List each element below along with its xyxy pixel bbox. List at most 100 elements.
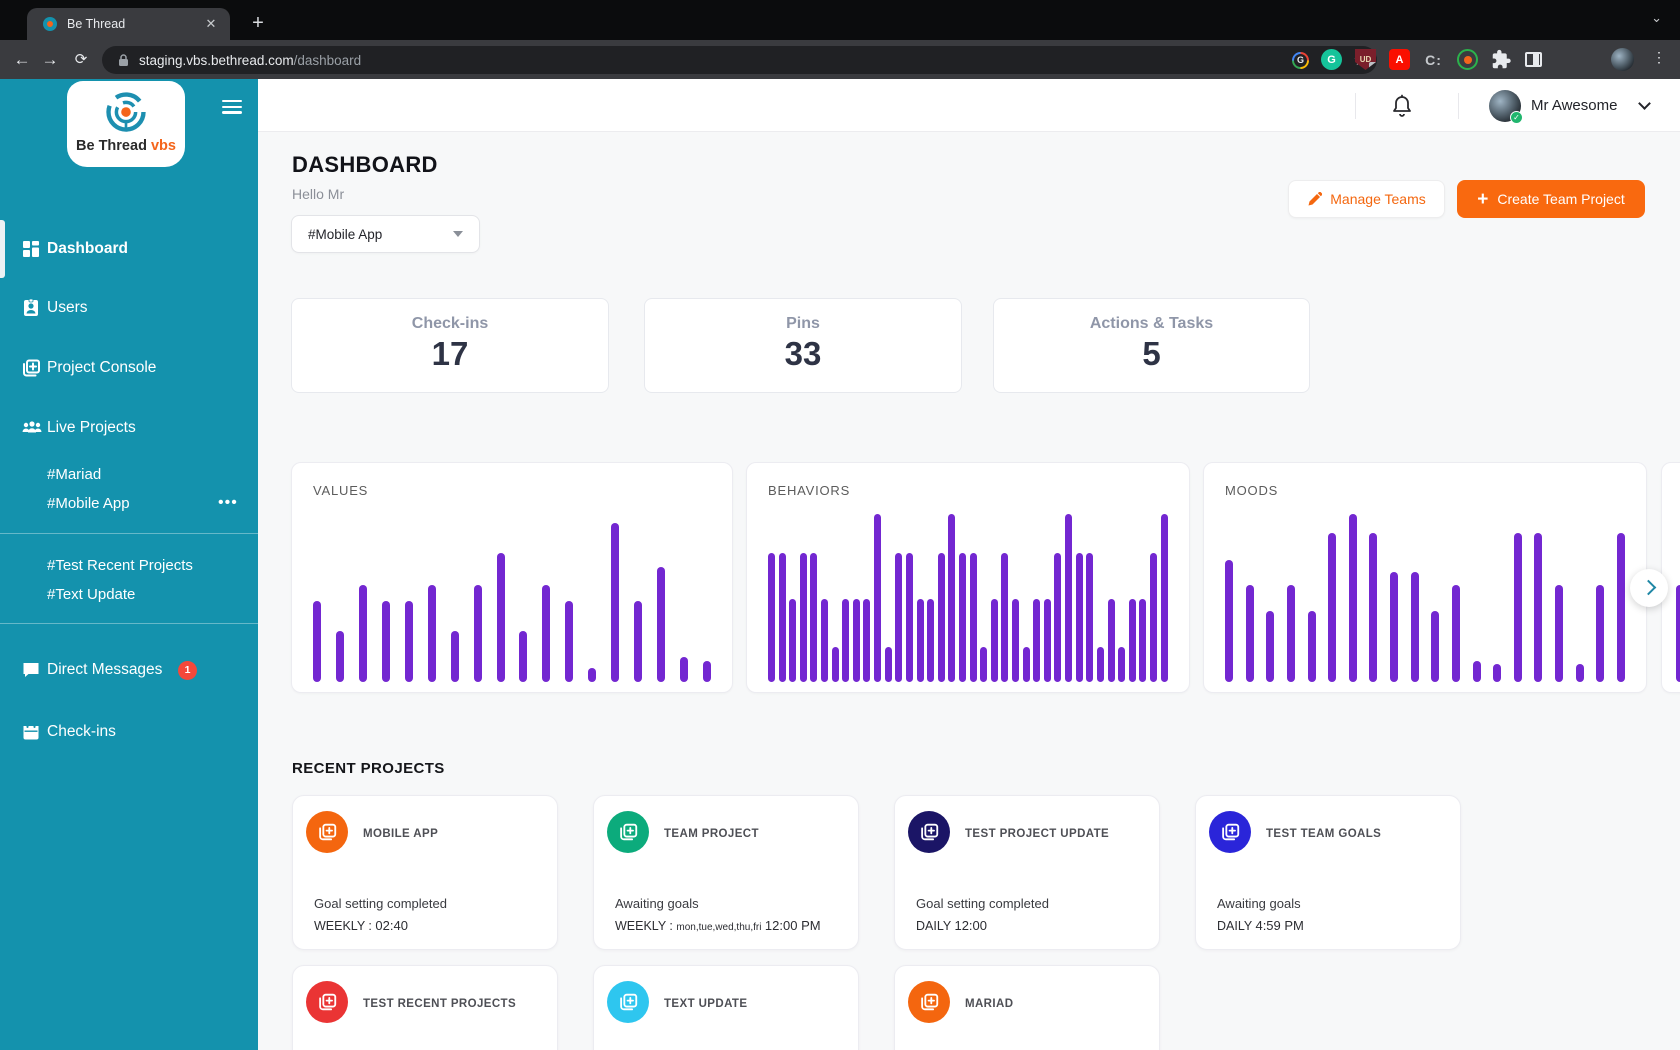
sidebar-item-dashboard[interactable]: Dashboard (0, 240, 258, 258)
split-screen-icon[interactable] (1525, 52, 1542, 67)
project-icon (607, 981, 649, 1023)
page-title: DASHBOARD (292, 152, 438, 177)
project-card[interactable]: TEST PROJECT UPDATE Goal setting complete… (894, 795, 1160, 950)
chart-bar (789, 598, 797, 682)
app-logo[interactable]: Be Thread vbs (67, 81, 185, 167)
chart-bar (1266, 611, 1275, 682)
shield-extension-icon[interactable]: UD 1 (1355, 49, 1376, 70)
project-title: TEXT UPDATE (664, 998, 748, 1010)
user-avatar[interactable]: ✓ (1489, 90, 1523, 124)
tab-search-chevron-icon[interactable]: ⌄ (1651, 10, 1662, 25)
chart-bar (1431, 611, 1440, 682)
chart-bar (1149, 552, 1157, 682)
lock-icon (119, 53, 128, 66)
extensions-row: G UD 1 A C: (1321, 40, 1542, 79)
notifications-bell-icon[interactable] (1391, 94, 1413, 118)
browser-menu-icon[interactable]: ⋮ (1652, 49, 1666, 65)
chart-bar (1348, 513, 1357, 682)
user-name[interactable]: Mr Awesome (1531, 97, 1618, 114)
chart-title: BEHAVIORS (768, 483, 851, 498)
tab-title: Be Thread (67, 17, 126, 31)
chart-bar (657, 566, 666, 682)
dashboard-grid-icon (23, 241, 39, 257)
project-icon (908, 811, 950, 853)
google-lens-icon[interactable] (1291, 51, 1309, 69)
project-filter-dropdown[interactable]: #Mobile App (291, 215, 480, 253)
recent-projects-heading: RECENT PROJECTS (292, 760, 445, 777)
project-status: Awaiting goals (615, 896, 699, 911)
chart-bar (473, 584, 482, 682)
browser-tab-strip: Be Thread ✕ + ⌄ (0, 0, 1680, 40)
colorzilla-extension-icon[interactable]: C: (1425, 51, 1442, 68)
browser-profile-avatar[interactable] (1611, 48, 1634, 71)
stat-card-pins: Pins 33 (644, 298, 962, 393)
address-bar[interactable]: staging.vbs.bethread.com /dashboard ⇧ ☆ (102, 46, 1377, 74)
chart-bar (542, 584, 551, 682)
project-icon (306, 811, 348, 853)
project-card[interactable]: MOBILE APP Goal setting completed WEEKLY :… (292, 795, 558, 950)
chart-bar (1575, 664, 1584, 682)
chart-bar (895, 552, 903, 682)
url-path: /dashboard (293, 52, 362, 68)
sidebar-item-live-projects[interactable]: Live Projects (0, 419, 258, 437)
sidebar-subitem-mariad[interactable]: #Mariad (47, 465, 102, 483)
menu-hamburger-icon[interactable] (222, 100, 242, 114)
sidebar-subitem-text-update[interactable]: #Text Update (47, 585, 136, 603)
forward-button[interactable]: → (41, 50, 59, 69)
back-button[interactable]: ← (13, 50, 31, 69)
project-schedule: DAILY 12:00 (916, 918, 988, 933)
chart-bar (1616, 533, 1625, 682)
dashboard-content: DASHBOARD Hello Mr #Mobile App Manage Te… (258, 132, 1680, 1050)
chart-bar (969, 552, 977, 682)
subitem-options-icon[interactable]: ••• (218, 494, 238, 511)
charts-scroll-next-button[interactable] (1630, 569, 1668, 607)
sidebar-subitem-test-recent-projects[interactable]: #Test Recent Projects (47, 556, 193, 574)
target-extension-icon[interactable] (1457, 49, 1478, 70)
bethread-logo-icon (106, 92, 146, 132)
user-menu-chevron-icon[interactable] (1638, 97, 1651, 110)
project-card[interactable]: MARIAD (894, 965, 1160, 1050)
tab-close-icon[interactable]: ✕ (205, 16, 217, 31)
chart-bar (1043, 598, 1051, 682)
project-card[interactable]: TEST RECENT PROJECTS (292, 965, 558, 1050)
create-team-project-button[interactable]: + Create Team Project (1457, 180, 1645, 218)
sidebar-item-direct-messages[interactable]: Direct Messages 1 (0, 660, 258, 680)
stat-label: Actions & Tasks (1089, 315, 1214, 332)
chart-bar (842, 598, 850, 682)
chart-bar (874, 513, 882, 682)
project-card[interactable]: TEST TEAM GOALS Awaiting goals DAILY 4:59 … (1195, 795, 1461, 950)
sidebar-item-check-ins[interactable]: Check-ins (0, 723, 258, 741)
chart-bar (1328, 533, 1337, 682)
adobe-acrobat-extension-icon[interactable]: A (1389, 49, 1410, 70)
project-card[interactable]: TEAM PROJECT Awaiting goals WEEKLY : mon,t… (593, 795, 859, 950)
browser-tab[interactable]: Be Thread ✕ (27, 8, 230, 40)
manage-teams-button[interactable]: Manage Teams (1288, 180, 1445, 218)
sidebar-subitem-mobile-app[interactable]: #Mobile App ••• (47, 494, 238, 512)
chart-bar (1096, 646, 1104, 682)
chart-bar (1307, 611, 1316, 682)
chart-bar (358, 584, 367, 682)
project-title: TEST RECENT PROJECTS (363, 998, 517, 1010)
top-header: ✓ Mr Awesome (258, 79, 1680, 132)
chart-bar (1410, 572, 1419, 682)
project-schedule: DAILY 4:59 PM (1217, 918, 1304, 933)
chart-bar (937, 552, 945, 682)
chart-bar (1596, 584, 1605, 682)
chart-bar (1160, 513, 1168, 682)
chart-bar (1555, 584, 1563, 682)
live-projects-people-icon (22, 421, 42, 433)
sidebar-item-users[interactable]: Users (0, 299, 258, 317)
project-copy-plus-icon (921, 823, 939, 841)
grammarly-extension-icon[interactable]: G (1321, 49, 1342, 70)
project-copy-plus-icon (620, 993, 638, 1011)
chart-bar (852, 598, 860, 682)
new-tab-button[interactable]: + (252, 12, 264, 34)
chart-bar (1128, 598, 1136, 682)
sidebar-item-project-console[interactable]: Project Console (0, 359, 258, 377)
bar-chart (768, 505, 1168, 682)
extensions-puzzle-icon[interactable] (1491, 49, 1512, 70)
chart-bar (381, 600, 390, 682)
chart-bar (1676, 584, 1680, 682)
reload-button[interactable]: ⟳ (74, 51, 88, 68)
project-card[interactable]: TEXT UPDATE (593, 965, 859, 1050)
